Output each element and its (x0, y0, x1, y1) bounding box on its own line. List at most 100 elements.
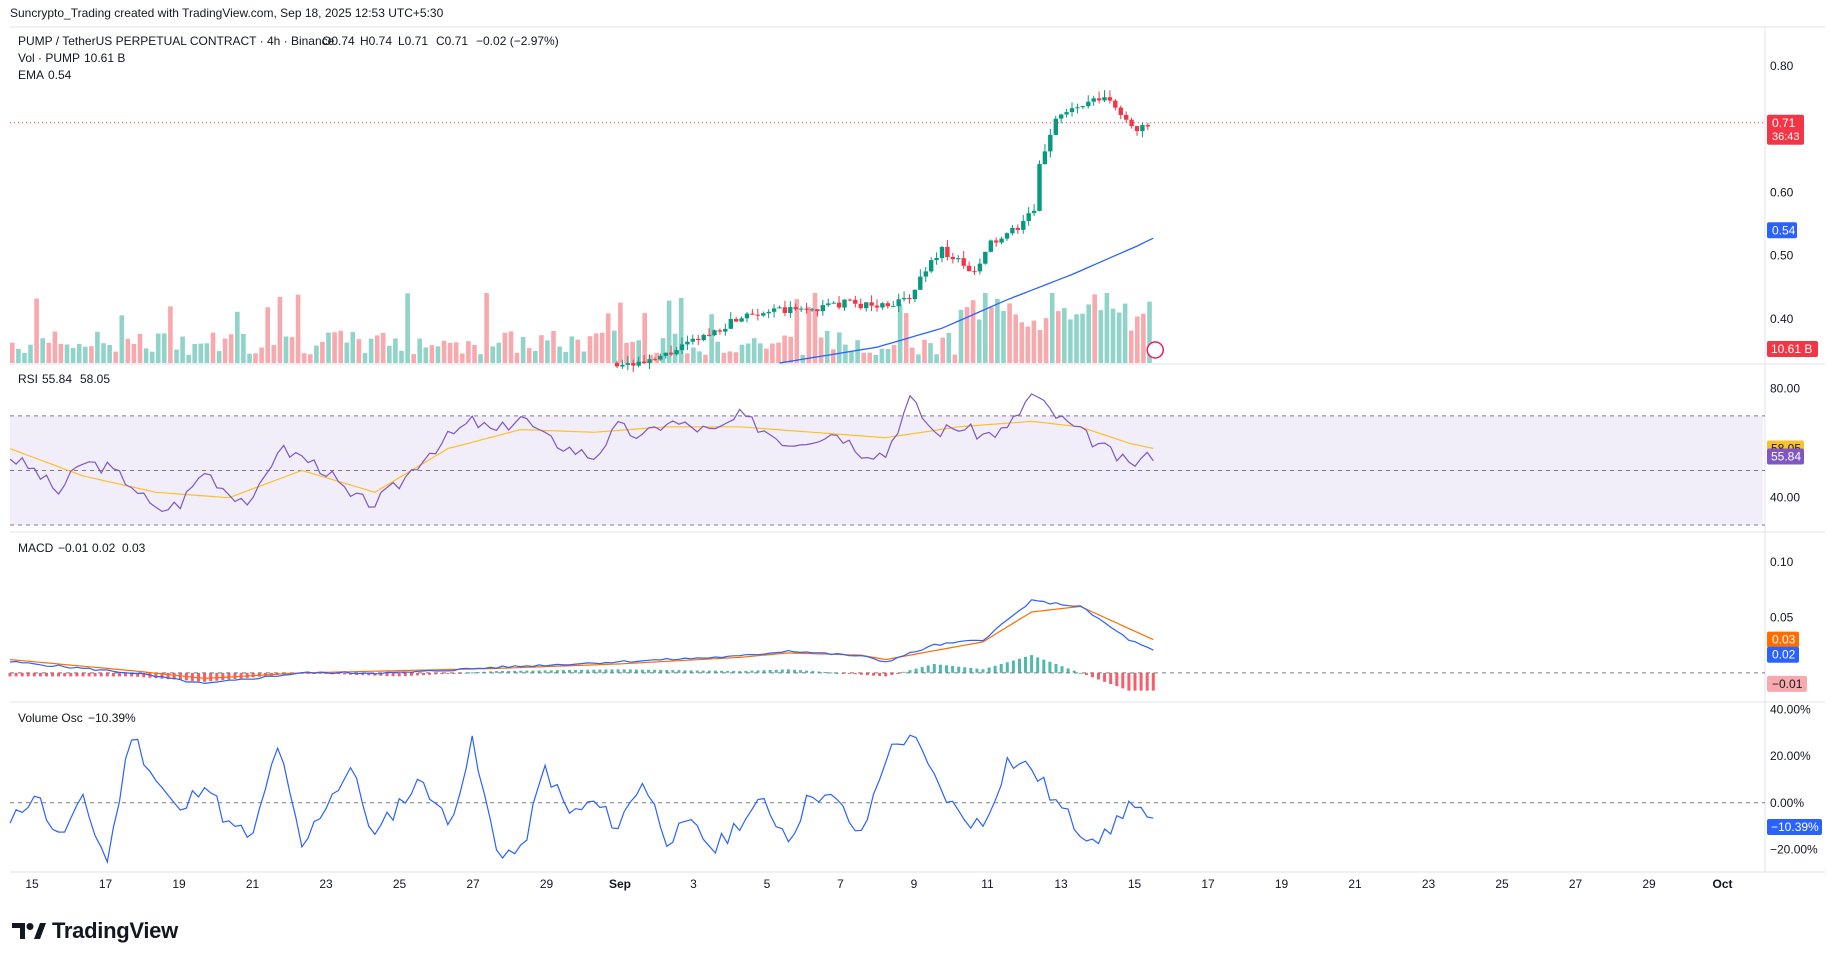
volume-bar (198, 343, 204, 363)
volume-bar (76, 343, 82, 363)
time-tick-label: 29 (540, 877, 554, 891)
volume-bar (387, 345, 392, 363)
candle-body (620, 364, 625, 367)
macd-hist-bar (1078, 672, 1082, 674)
rsi-ma-line (9, 420, 1154, 499)
macd-hist-bar (890, 672, 894, 675)
macd-hist-bar (549, 670, 553, 673)
legend-volume-value: 10.61 B (84, 51, 125, 65)
macd-hist-bar (57, 672, 61, 677)
volume-bar (399, 350, 404, 363)
rsi-line (9, 393, 1154, 513)
legend-ema-value: 0.54 (48, 68, 72, 82)
time-tick-label: 27 (466, 877, 480, 891)
volume-bar (1068, 319, 1073, 363)
macd-hist-bar (993, 665, 997, 673)
macd-hist-bar (999, 664, 1003, 673)
candle-body (929, 260, 934, 272)
candle-body (853, 299, 858, 304)
volume-bar (168, 306, 173, 363)
time-tick-label: 21 (246, 877, 260, 891)
volume-bar (174, 349, 179, 363)
macd-legend-signal: 0.03 (122, 541, 146, 555)
volume-bar (155, 333, 161, 363)
macd-hist-bar (683, 670, 687, 673)
candle-body (782, 307, 788, 313)
time-tick-label: 17 (1201, 877, 1215, 891)
macd-hist-bar (689, 670, 693, 673)
volume-bar (380, 332, 386, 363)
volume-bar (143, 348, 149, 363)
volume-bar (411, 354, 416, 363)
countdown-label: 36:43 (1772, 131, 1800, 143)
vo-line (9, 734, 1154, 865)
macd-hist-bar (884, 672, 888, 677)
volume-bar (247, 353, 252, 363)
volume-bar (867, 352, 872, 363)
macd-hist-bar (975, 668, 979, 673)
volume-bar (983, 293, 988, 363)
candle-body (1096, 98, 1102, 101)
price-tick-label: 0.40 (1770, 312, 1794, 326)
macd-hist-bar (1139, 672, 1143, 691)
macd-hist-bar (1151, 672, 1155, 691)
macd-hist-bar (166, 672, 170, 680)
macd-hist-bar (178, 672, 182, 680)
volume-bar (569, 336, 575, 363)
volume-bar (678, 297, 684, 363)
candle-body (988, 240, 993, 252)
candle-body (869, 302, 874, 306)
volume-bar (1086, 304, 1091, 363)
macd-hist-bar (1090, 672, 1094, 678)
volume-bar (946, 332, 952, 363)
candle-body (1140, 125, 1145, 132)
macd-hist-bar (610, 669, 614, 673)
macd-hist-bar (580, 669, 584, 673)
macd-hist-bar (659, 669, 663, 673)
macd-hist-bar (336, 672, 340, 675)
price-legend: PUMP / TetherUS PERPETUAL CONTRACT · 4h … (18, 34, 559, 82)
candle-body (923, 271, 928, 277)
ema-badge (1767, 222, 1797, 239)
macd-hist-bar (87, 672, 91, 677)
macd-hist-bar (8, 672, 12, 677)
candle-body (1129, 119, 1134, 127)
candle-body (641, 361, 647, 364)
volume-bar (970, 300, 976, 363)
volume-bar (216, 351, 222, 363)
macd-hist-bar (1036, 657, 1040, 673)
macd-hist-bar (811, 671, 815, 673)
volume-bar (995, 299, 1000, 363)
candle-body (972, 271, 977, 273)
macd-hist-bar (391, 672, 395, 677)
volume-bar (83, 346, 88, 363)
candle-body (712, 330, 717, 336)
macd-hist-bar (786, 669, 790, 673)
volume-bar (289, 337, 295, 363)
macd-hist-bar (1145, 672, 1149, 691)
ema-badge-label: 0.54 (1772, 223, 1796, 237)
candle-body (663, 352, 668, 356)
macd-hist-bar (318, 672, 322, 674)
macd-legend-hist: −0.01 (58, 541, 89, 555)
macd-hist-bar (677, 670, 681, 673)
candle-body (1021, 221, 1026, 230)
candle-body (647, 359, 652, 363)
volume-bar (654, 352, 660, 363)
macd-hist-bar (853, 672, 857, 675)
macd-hist-bar (951, 666, 955, 673)
macd-hist-bar (1005, 662, 1009, 673)
macd-hist-bar (403, 672, 407, 677)
volume-bar (812, 293, 818, 363)
candle-body (1069, 108, 1075, 113)
volume-bar (764, 348, 769, 363)
macd-hist-bar (957, 666, 961, 673)
volume-bar (101, 343, 106, 363)
macd-hist-bar (1103, 672, 1107, 682)
volume-bar (58, 343, 64, 363)
volume-bar (89, 346, 94, 363)
volume-bar (520, 336, 526, 363)
candle-body (799, 308, 804, 310)
volume-bar (952, 354, 958, 363)
